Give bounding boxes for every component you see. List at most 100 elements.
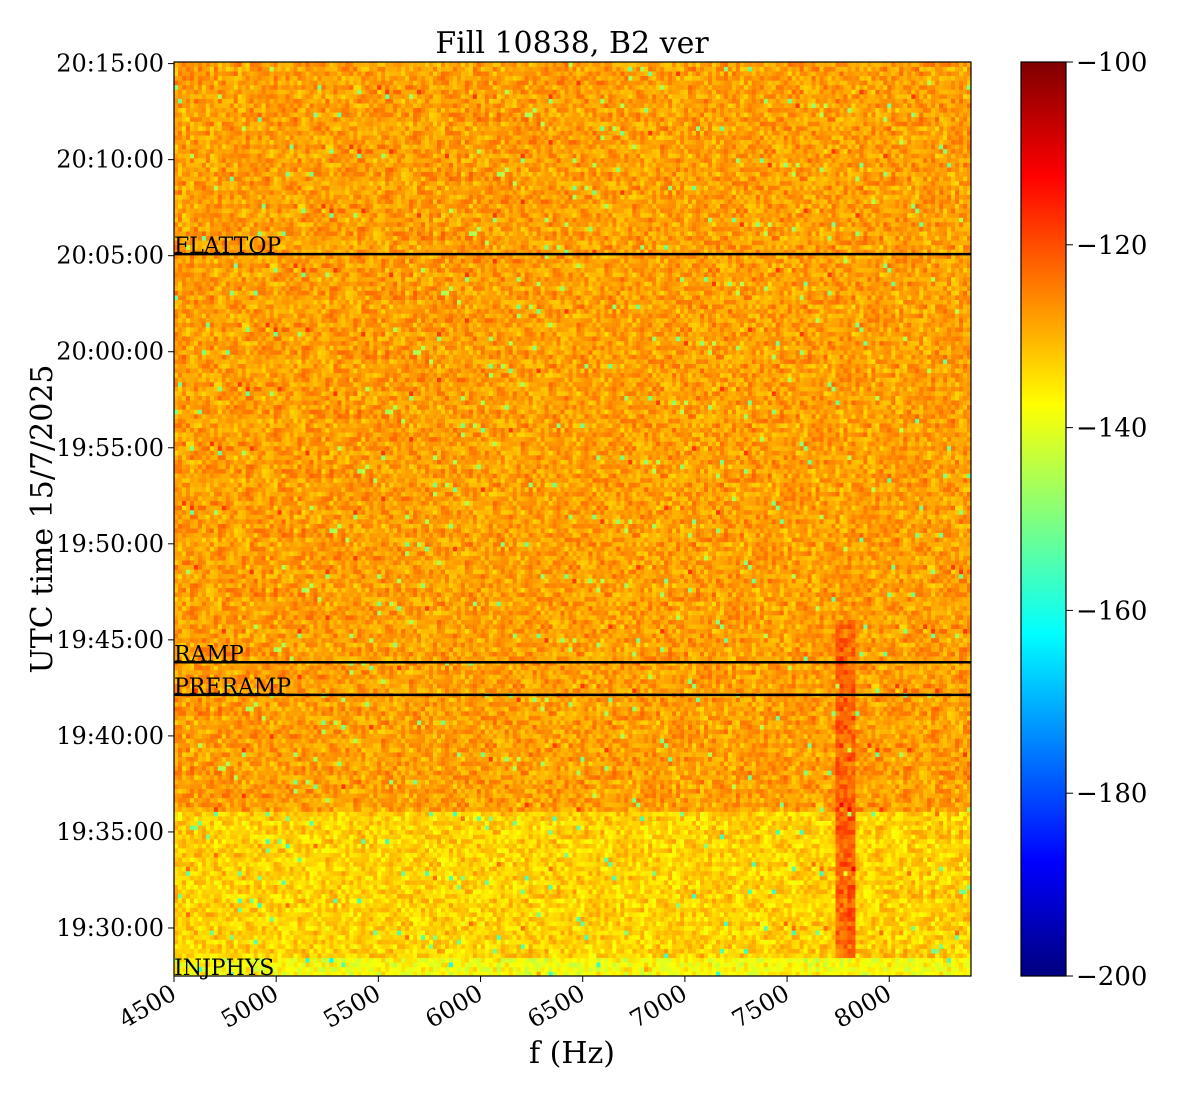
- heatmap-cell: [592, 903, 596, 908]
- heatmap-cell: [943, 935, 947, 940]
- heatmap-cell: [238, 898, 242, 903]
- heatmap-cell: [875, 912, 879, 917]
- heatmap-cell: [911, 958, 915, 963]
- heatmap-cell: [736, 949, 740, 954]
- heatmap-cell: [541, 944, 545, 949]
- heatmap-cell: [899, 962, 903, 967]
- heatmap-cell: [429, 939, 433, 944]
- heatmap-cell: [832, 944, 836, 949]
- heatmap-cell: [194, 894, 198, 899]
- heatmap-cell: [632, 944, 636, 949]
- heatmap-cell: [736, 939, 740, 944]
- heatmap-cell: [190, 903, 194, 908]
- heatmap-cell: [644, 912, 648, 917]
- heatmap-cell: [955, 930, 959, 935]
- heatmap-cell: [923, 917, 927, 922]
- heatmap-cell: [302, 930, 306, 935]
- heatmap-cell: [875, 898, 879, 903]
- heatmap-cell: [628, 935, 632, 940]
- heatmap-cell: [919, 967, 923, 972]
- heatmap-cell: [812, 921, 816, 926]
- heatmap-cell: [923, 935, 927, 940]
- heatmap-cell: [429, 898, 433, 903]
- heatmap-cell: [329, 958, 333, 963]
- heatmap-cell: [178, 949, 182, 954]
- heatmap-cell: [891, 949, 895, 954]
- heatmap-cell: [887, 907, 891, 912]
- heatmap-cell: [640, 921, 644, 926]
- heatmap-cell: [740, 944, 744, 949]
- heatmap-cell: [549, 949, 553, 954]
- heatmap-cell: [441, 962, 445, 967]
- heatmap-cell: [561, 953, 565, 958]
- heatmap-cell: [752, 917, 756, 922]
- heatmap-cell: [943, 949, 947, 954]
- heatmap-cell: [461, 917, 465, 922]
- heatmap-cell: [461, 907, 465, 912]
- heatmap-cell: [871, 949, 875, 954]
- heatmap-cell: [899, 907, 903, 912]
- heatmap-cell: [740, 935, 744, 940]
- heatmap-cell: [772, 962, 776, 967]
- heatmap-cell: [903, 907, 907, 912]
- heatmap-cell: [636, 958, 640, 963]
- heatmap-cell: [377, 953, 381, 958]
- heatmap-cell: [820, 921, 824, 926]
- heatmap-cell: [923, 944, 927, 949]
- heatmap-cell: [397, 921, 401, 926]
- heatmap-cell: [321, 926, 325, 931]
- heatmap-cell: [369, 894, 373, 899]
- heatmap-cell: [369, 953, 373, 958]
- heatmap-cell: [668, 962, 672, 967]
- heatmap-cell: [855, 912, 859, 917]
- heatmap-cell: [282, 939, 286, 944]
- heatmap-cell: [832, 949, 836, 954]
- heatmap-cell: [851, 898, 855, 903]
- heatmap-cell: [361, 967, 365, 972]
- heatmap-cell: [724, 898, 728, 903]
- heatmap-cell: [919, 944, 923, 949]
- heatmap-cell: [222, 912, 226, 917]
- heatmap-cell: [525, 935, 529, 940]
- heatmap-cell: [206, 935, 210, 940]
- heatmap-cell: [317, 912, 321, 917]
- heatmap-cell: [565, 935, 569, 940]
- heatmap-cell: [684, 912, 688, 917]
- heatmap-cell: [656, 930, 660, 935]
- heatmap-cell: [381, 912, 385, 917]
- heatmap-cell: [879, 912, 883, 917]
- heatmap-cell: [573, 898, 577, 903]
- heatmap-cell: [373, 926, 377, 931]
- heatmap-cell: [919, 962, 923, 967]
- heatmap-cell: [672, 903, 676, 908]
- heatmap-cell: [859, 912, 863, 917]
- heatmap-cell: [537, 949, 541, 954]
- heatmap-cell: [242, 930, 246, 935]
- heatmap-cell: [780, 958, 784, 963]
- heatmap-cell: [401, 898, 405, 903]
- heatmap-cell: [672, 953, 676, 958]
- heatmap-cell: [349, 894, 353, 899]
- heatmap-cell: [214, 926, 218, 931]
- heatmap-cell: [628, 967, 632, 972]
- heatmap-cell: [600, 921, 604, 926]
- heatmap-cell: [692, 912, 696, 917]
- heatmap-cell: [684, 949, 688, 954]
- heatmap-cell: [429, 944, 433, 949]
- heatmap-cell: [298, 917, 302, 922]
- heatmap-cell: [501, 921, 505, 926]
- heatmap-cell: [453, 949, 457, 954]
- heatmap-cell: [525, 921, 529, 926]
- heatmap-cell: [541, 912, 545, 917]
- heatmap-cell: [429, 949, 433, 954]
- heatmap-cell: [381, 903, 385, 908]
- heatmap-cell: [190, 921, 194, 926]
- heatmap-cell: [720, 903, 724, 908]
- heatmap-cell: [840, 917, 844, 922]
- heatmap-cell: [433, 898, 437, 903]
- heatmap-cell: [955, 926, 959, 931]
- heatmap-cell: [202, 917, 206, 922]
- heatmap-cell: [879, 907, 883, 912]
- heatmap-cell: [361, 930, 365, 935]
- heatmap-cell: [449, 903, 453, 908]
